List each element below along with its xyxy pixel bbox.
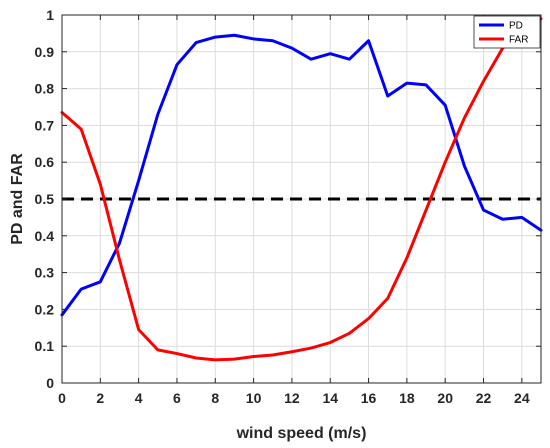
- x-tick-label: 6: [173, 390, 181, 406]
- y-axis-label: PD and FAR: [9, 153, 26, 245]
- x-tick-label: 16: [361, 390, 377, 406]
- y-tick-label: 0.7: [35, 117, 55, 133]
- x-axis-label: wind speed (m/s): [236, 425, 367, 442]
- x-tick-label: 20: [437, 390, 453, 406]
- legend-label-far: FAR: [509, 35, 528, 46]
- y-tick-label: 0.9: [35, 44, 55, 60]
- series-line-pd: [60, 33, 543, 317]
- x-tick-label: 22: [476, 390, 492, 406]
- legend-label-pd: PD: [509, 21, 523, 32]
- y-tick-label: 0.4: [35, 228, 55, 244]
- x-tick-label: 4: [135, 390, 143, 406]
- series-lines: [60, 17, 543, 362]
- series-line-far: [60, 17, 543, 362]
- y-tick-label: 0.1: [35, 338, 55, 354]
- y-tick-label: 0.6: [35, 154, 55, 170]
- legend: PD FAR: [473, 15, 541, 49]
- y-tick-label: 1: [46, 7, 54, 23]
- y-tick-label: 0.3: [35, 265, 55, 281]
- y-tick-label: 0.8: [35, 81, 55, 97]
- x-tick-label: 8: [211, 390, 219, 406]
- x-tick-label: 2: [96, 390, 104, 406]
- x-tick-labels: 0 2 4 6 8 10 12 14 16 18 20 22 24: [58, 390, 530, 406]
- y-tick-labels: 0 0.1 0.2 0.3 0.4 0.5 0.6 0.7 0.8 0.9 1: [35, 7, 55, 391]
- y-tick-label: 0: [46, 375, 54, 391]
- x-tick-label: 0: [58, 390, 66, 406]
- x-tick-label: 18: [399, 390, 415, 406]
- y-tick-label: 0.2: [35, 301, 55, 317]
- legend-box: [473, 15, 541, 49]
- x-tick-label: 10: [246, 390, 262, 406]
- x-tick-label: 14: [322, 390, 338, 406]
- x-tick-label: 12: [284, 390, 300, 406]
- y-tick-label: 0.5: [35, 191, 55, 207]
- x-tick-label: 24: [514, 390, 530, 406]
